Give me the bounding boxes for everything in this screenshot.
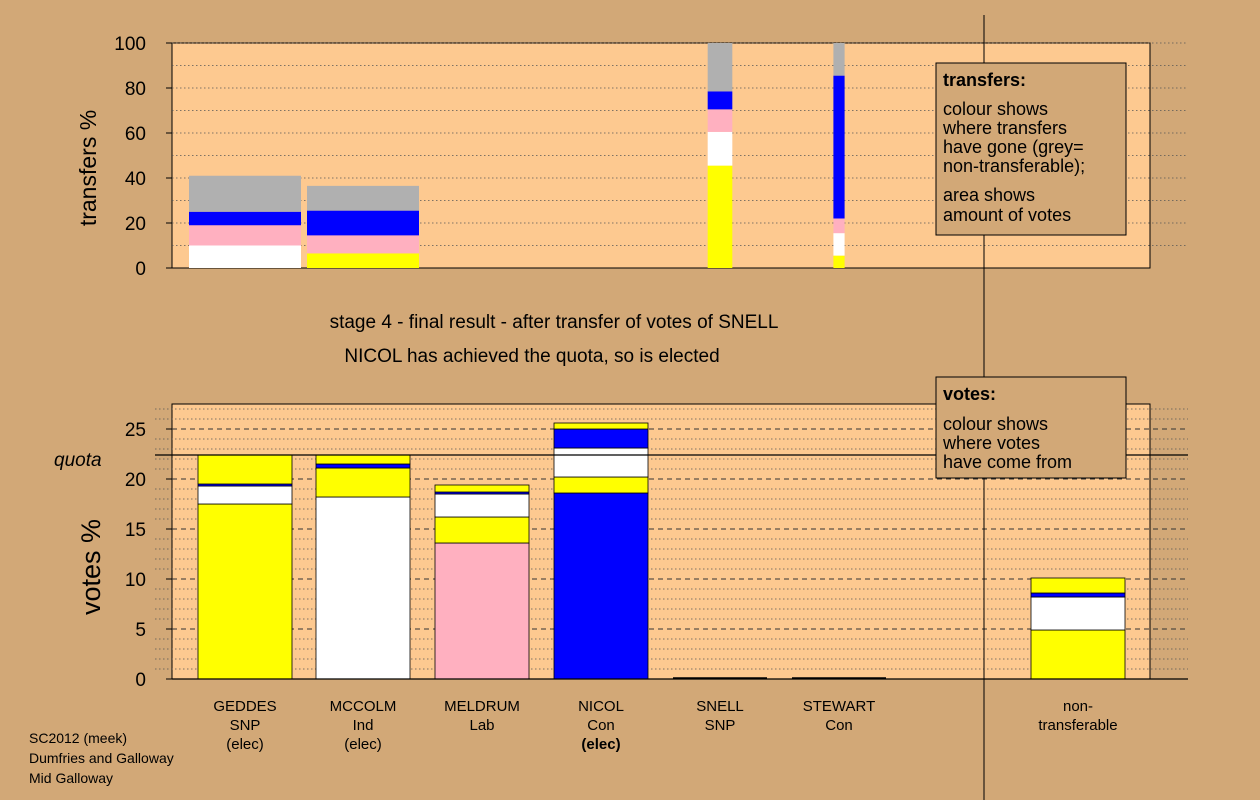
votes-legend-title: votes: <box>943 384 996 404</box>
votes-legend-line: where votes <box>942 433 1040 453</box>
vote-bar-segment <box>315 463 411 469</box>
vote-bar-segment <box>315 496 411 680</box>
transfer-bar-segment <box>707 43 733 92</box>
transfers-legend-line: where transfers <box>942 118 1067 138</box>
transfer-bar-segment <box>833 233 845 256</box>
transfers-legend-line: colour shows <box>943 99 1048 119</box>
vote-bar-segment <box>553 447 649 478</box>
transfer-bar-segment <box>833 218 845 234</box>
transfer-bar-segment <box>307 185 419 211</box>
transfers-legend-line: have gone (grey= <box>943 137 1084 157</box>
candidate-label: MCCOLM <box>330 698 397 715</box>
vote-bar-segment <box>1030 629 1126 680</box>
candidate-label: non- <box>1063 698 1093 715</box>
transfers-y-tick-label: 100 <box>114 34 146 55</box>
transfer-bar-segment <box>707 165 733 268</box>
candidate-label: Ind <box>353 717 374 734</box>
candidate-label: SNP <box>230 717 261 734</box>
transfer-bar-segment <box>833 43 845 76</box>
transfer-bar-segment <box>189 225 301 246</box>
transfers-y-tick-label: 60 <box>125 124 146 145</box>
footer-council: Dumfries and Galloway <box>29 750 174 766</box>
candidate-labels: GEDDES SNP (elec) MCCOLM Ind (elec) MELDRUM Lab… <box>213 698 1117 753</box>
votes-y-tick-label: 0 <box>135 670 146 691</box>
candidate-label: NICOL <box>578 698 624 715</box>
votes-y-tick-label: 5 <box>135 620 146 641</box>
transfer-bar-segment <box>189 211 301 226</box>
votes-y-axis-label: votes % <box>76 519 106 615</box>
candidate-label: GEDDES <box>213 698 276 715</box>
transfer-bar-segment <box>307 235 419 254</box>
vote-bar-segment <box>197 454 293 485</box>
candidate-label: Con <box>587 717 615 734</box>
votes-y-tick-label: 25 <box>125 420 146 441</box>
candidate-label: (elec) <box>581 736 620 753</box>
votes-legend-line: have come from <box>943 452 1072 472</box>
vote-bar-segment <box>434 484 530 493</box>
transfers-y-tick-label: 20 <box>125 214 146 235</box>
candidate-label: (elec) <box>226 736 264 753</box>
votes-y-tick-label: 10 <box>125 570 146 591</box>
votes-legend: votes: colour shows where votes have com… <box>935 376 1127 479</box>
transfer-bar-segment <box>307 253 419 268</box>
transfer-bar-segment <box>707 131 733 166</box>
transfers-legend-line: non-transferable); <box>943 156 1085 176</box>
vote-bar-segment <box>553 428 649 449</box>
quota-label: quota <box>54 450 102 471</box>
vote-bar-segment <box>434 542 530 680</box>
transfers-legend-title: transfers: <box>943 70 1026 90</box>
transfer-bar-segment <box>189 245 301 268</box>
vote-bar-segment <box>553 492 649 680</box>
transfers-y-tick-label: 0 <box>135 259 146 280</box>
votes-legend-line: colour shows <box>943 414 1048 434</box>
vote-bar-segment <box>1030 577 1126 594</box>
transfers-y-axis-label: transfers % <box>75 110 101 226</box>
transfer-bar-segment <box>189 175 301 212</box>
vote-bar-segment <box>197 503 293 680</box>
vote-bar-segment <box>1030 592 1126 598</box>
transfer-bar-segment <box>833 75 845 219</box>
stage-caption: stage 4 - final result - after transfer … <box>330 312 779 333</box>
transfers-legend: transfers: colour shows where transfers … <box>935 62 1127 236</box>
vote-bar-segment <box>197 485 293 505</box>
candidate-label: STEWART <box>803 698 876 715</box>
vote-bar-segment <box>434 516 530 544</box>
vote-bar-segment <box>1030 596 1126 631</box>
footer-ward: Mid Galloway <box>29 770 113 786</box>
candidate-label: MELDRUM <box>444 698 520 715</box>
candidate-label: SNP <box>705 717 736 734</box>
transfers-y-tick-label: 40 <box>125 169 146 190</box>
votes-panel: 0 5 10 15 20 25 <box>125 403 1188 691</box>
result-caption: NICOL has achieved the quota, so is elec… <box>344 346 719 367</box>
transfers-y-tick-label: 80 <box>125 79 146 100</box>
candidate-label: Lab <box>469 717 494 734</box>
transfers-legend-line: area shows <box>943 185 1035 205</box>
transfer-bar-segment <box>307 210 419 236</box>
candidate-label: transferable <box>1038 717 1117 734</box>
vote-bar-segment <box>315 454 411 465</box>
transfer-bar-segment <box>707 109 733 132</box>
vote-bar-segment <box>553 476 649 494</box>
transfer-bar-segment <box>833 255 845 268</box>
votes-y-tick-label: 20 <box>125 470 146 491</box>
vote-bar-segment <box>315 467 411 498</box>
transfer-bar-segment <box>707 91 733 110</box>
candidate-label: SNELL <box>696 698 744 715</box>
candidate-label: (elec) <box>344 736 382 753</box>
vote-bar-segment <box>553 422 649 430</box>
vote-bar-segment <box>434 493 530 518</box>
footer-election: SC2012 (meek) <box>29 730 127 746</box>
candidate-label: Con <box>825 717 853 734</box>
votes-y-tick-label: 15 <box>125 520 146 541</box>
transfers-legend-line: amount of votes <box>943 205 1071 225</box>
